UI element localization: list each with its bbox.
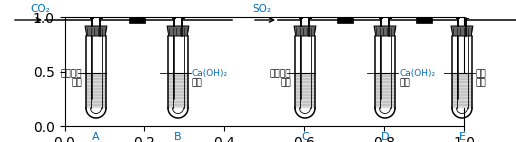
Polygon shape — [168, 73, 188, 108]
Text: B: B — [174, 132, 182, 142]
Text: 溢液: 溢液 — [476, 78, 487, 87]
Text: 紫色石蕊: 紫色石蕊 — [269, 69, 291, 78]
Polygon shape — [452, 73, 472, 108]
Polygon shape — [295, 73, 315, 108]
Text: 溢液: 溢液 — [71, 78, 82, 87]
Text: Ca(OH)₂: Ca(OH)₂ — [192, 69, 228, 78]
Bar — [337, 17, 353, 23]
Polygon shape — [451, 26, 473, 36]
Text: SO₂: SO₂ — [252, 4, 271, 14]
Bar — [129, 17, 145, 23]
Text: C: C — [301, 132, 309, 142]
Polygon shape — [294, 26, 316, 36]
Text: 溢液: 溢液 — [280, 78, 291, 87]
Text: 紫色石蕊: 紫色石蕊 — [60, 69, 82, 78]
Polygon shape — [85, 26, 107, 36]
Text: 溢液: 溢液 — [399, 78, 410, 87]
Polygon shape — [86, 73, 106, 108]
Bar — [415, 17, 431, 23]
Text: CO₂: CO₂ — [30, 4, 50, 14]
Text: E: E — [459, 132, 465, 142]
Polygon shape — [374, 26, 396, 36]
Text: A: A — [92, 132, 100, 142]
Polygon shape — [167, 26, 189, 36]
Text: 溢液: 溢液 — [192, 78, 203, 87]
Text: Ca(OH)₂: Ca(OH)₂ — [399, 69, 435, 78]
Text: D: D — [381, 132, 389, 142]
Text: 品红: 品红 — [476, 69, 487, 78]
Polygon shape — [375, 73, 395, 108]
